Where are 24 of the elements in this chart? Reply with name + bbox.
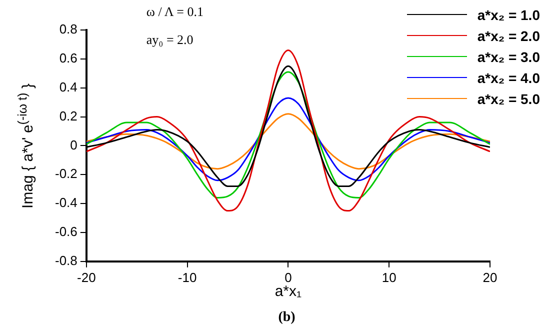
legend-label: a*x₂ = 5.0 [477,90,540,106]
legend-label: a*x₂ = 3.0 [477,48,540,64]
x-tick-label: -20 [77,270,96,285]
y-tick-label: 0.8 [59,22,78,37]
x-tick-label: 20 [482,270,498,285]
legend-label: a*x₂ = 4.0 [477,70,540,86]
text: ω / Λ = 0.1 [146,4,204,20]
x-tick-label: -10 [178,270,197,285]
y-tick-label: -0.2 [54,166,78,182]
legend-label: a*x₂ = 1.0 [477,6,540,22]
legend-label: a*x₂ = 2.0 [477,28,540,44]
x-tick-label: 0 [284,270,292,285]
line-series [86,113,490,170]
y-tick-label: -0.6 [54,224,78,240]
text: (b) [278,310,296,326]
x-axis-title: a*x₁ [274,283,303,300]
y-tick-label: 0 [70,137,78,152]
y-tick-label: 0.6 [59,50,78,66]
y-tick-label: 0.2 [59,108,78,124]
y-tick-label: -0.8 [54,252,78,268]
y-tick-label: 0.4 [59,79,78,94]
x-tick-label: 10 [382,270,396,285]
y-tick-label: -0.4 [54,195,78,210]
annotation: ay₀ = 2.0 [146,32,194,48]
